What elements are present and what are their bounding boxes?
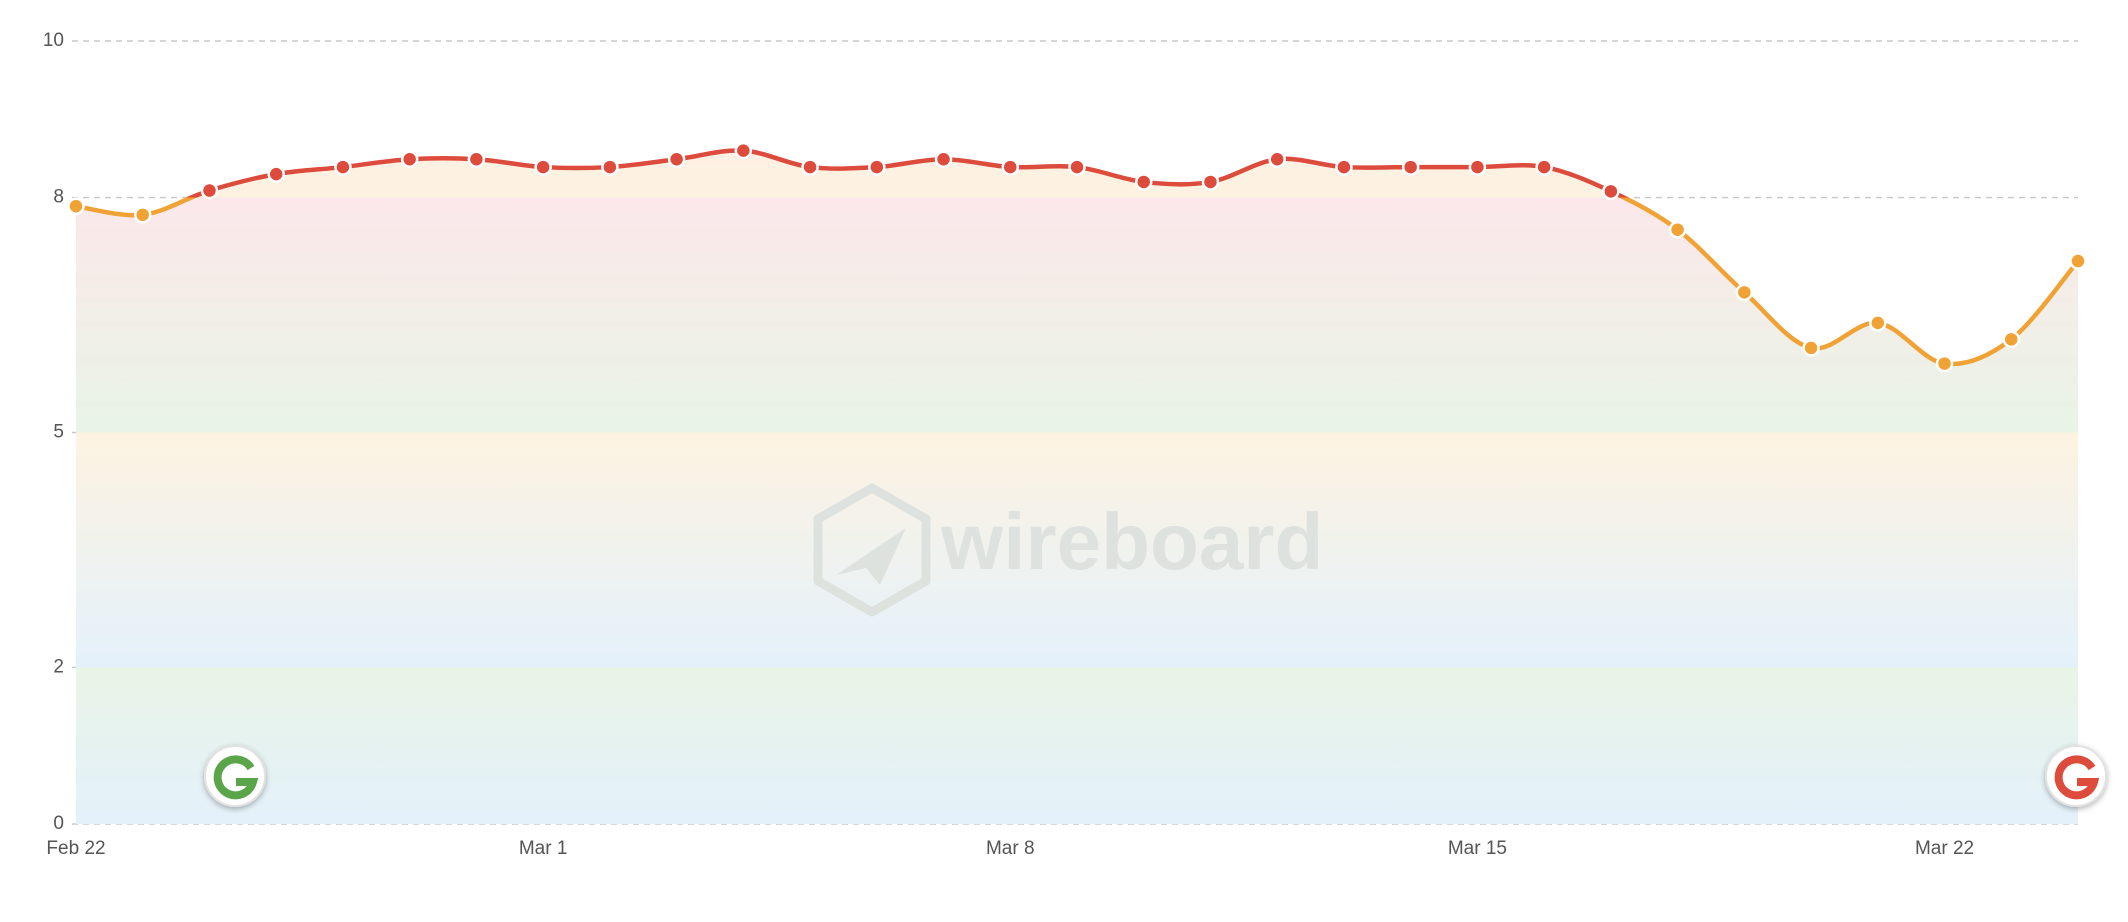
data-point bbox=[1201, 173, 1220, 191]
area bbox=[76, 150, 2078, 824]
data-point bbox=[1869, 314, 1887, 332]
data-point bbox=[1268, 150, 1286, 168]
data-point bbox=[1668, 220, 1687, 239]
data-point bbox=[1735, 283, 1754, 302]
plot: Feb 22 Mar 1 Mar 8 Mar 15 Mar 22 bbox=[46, 141, 2087, 859]
data-point bbox=[467, 150, 486, 168]
x-tick-label: Mar 1 bbox=[519, 838, 568, 859]
x-tick-label: Mar 15 bbox=[1448, 838, 1507, 859]
data-point bbox=[1001, 158, 1020, 176]
data-point bbox=[734, 141, 753, 160]
google-icon bbox=[213, 755, 259, 800]
watermark-text: wireboard bbox=[940, 497, 1323, 586]
data-point bbox=[267, 165, 285, 183]
data-point bbox=[1802, 339, 1820, 357]
data-point bbox=[334, 158, 352, 176]
data-point bbox=[1935, 354, 1954, 373]
y-tick-label: 10 bbox=[43, 30, 64, 51]
x-tick-label: Mar 8 bbox=[986, 838, 1035, 859]
data-point bbox=[200, 181, 219, 200]
data-point bbox=[667, 150, 686, 168]
data-point bbox=[1602, 182, 1620, 201]
data-point bbox=[133, 206, 152, 224]
data-point bbox=[1535, 158, 1553, 176]
data-point bbox=[801, 158, 819, 176]
y-tick-label: 2 bbox=[53, 656, 64, 677]
data-point bbox=[1468, 158, 1487, 176]
data-point bbox=[601, 158, 619, 176]
data-point bbox=[1134, 173, 1153, 191]
data-point bbox=[1068, 158, 1086, 176]
data-point bbox=[400, 150, 419, 168]
y-tick-label: 8 bbox=[53, 187, 64, 208]
data-point bbox=[2002, 330, 2021, 349]
data-point bbox=[534, 158, 552, 176]
data-point bbox=[2069, 252, 2087, 270]
y-tick-label: 5 bbox=[53, 422, 64, 443]
x-tick-label: Feb 22 bbox=[46, 838, 105, 859]
data-point bbox=[1335, 158, 1353, 176]
data-point bbox=[67, 197, 85, 215]
y-tick-label: 0 bbox=[53, 813, 64, 834]
data-point bbox=[868, 158, 886, 176]
watermark: wireboard bbox=[813, 483, 1323, 617]
data-point bbox=[1401, 158, 1420, 176]
plot-background: 0 2 5 8 10 bbox=[43, 30, 2078, 834]
google-icon bbox=[2054, 755, 2100, 800]
data-point bbox=[934, 150, 953, 168]
x-tick-label: Mar 22 bbox=[1915, 838, 1974, 859]
